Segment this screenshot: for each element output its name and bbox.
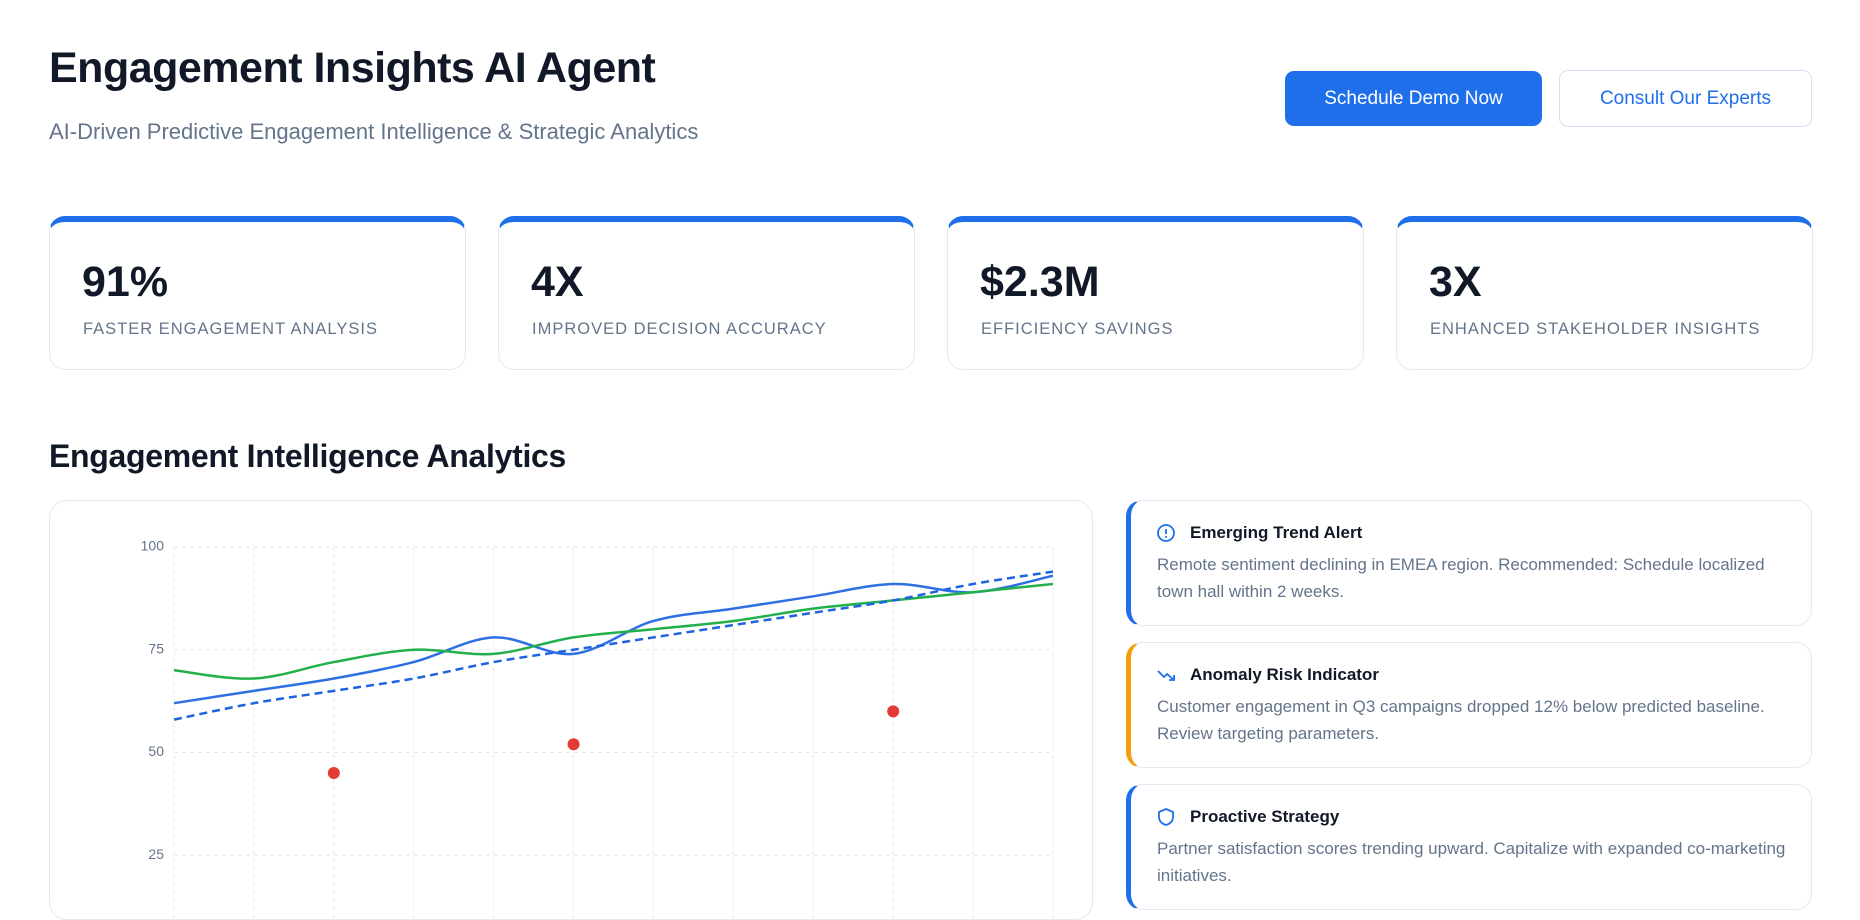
schedule-button[interactable]: Schedule Demo Now <box>1285 71 1542 126</box>
insight-title: Proactive Strategy <box>1190 807 1340 826</box>
series-line <box>173 582 1054 680</box>
insight-text: Customer engagement in Q3 campaigns drop… <box>1157 697 1765 743</box>
section-title: Engagement Intelligence Analytics <box>49 438 567 474</box>
insight-title: Emerging Trend Alert <box>1190 523 1363 542</box>
y-tick-label: 100 <box>141 538 165 554</box>
stat-value: 91% <box>82 258 169 306</box>
anomaly-point <box>567 738 580 751</box>
stat-value: $2.3M <box>980 258 1100 306</box>
stat-label: IMPROVED DECISION ACCURACY <box>532 320 827 338</box>
subtitle: AI-Driven Predictive Engagement Intellig… <box>49 119 699 144</box>
page-title: Engagement Insights AI Agent <box>49 44 656 92</box>
stat-value: 3X <box>1429 258 1482 306</box>
stat-value: 4X <box>531 258 584 306</box>
insight-icon <box>1157 670 1175 681</box>
series-line <box>173 574 1054 705</box>
stat-label: ENHANCED STAKEHOLDER INSIGHTS <box>1430 320 1761 338</box>
insight-icon <box>1157 524 1175 542</box>
insight-card: Proactive Strategy Partner satisfaction s… <box>1126 784 1812 910</box>
stat-card: 4X IMPROVED DECISION ACCURACY <box>498 216 915 370</box>
y-tick-label: 75 <box>148 640 164 656</box>
insight-icon <box>1158 808 1174 826</box>
insight-text: Partner satisfaction scores trending upw… <box>1157 839 1786 885</box>
stat-label: FASTER ENGAGEMENT ANALYSIS <box>83 320 378 338</box>
stat-card: 91% FASTER ENGAGEMENT ANALYSIS <box>49 216 466 370</box>
y-tick-label: 25 <box>148 846 164 862</box>
chart-card: 25 50 75 100 <box>49 500 1093 920</box>
y-tick-label: 50 <box>148 743 164 759</box>
anomaly-point <box>327 767 340 780</box>
insight-text: Remote sentiment declining in EMEA regio… <box>1157 555 1765 601</box>
stat-label: EFFICIENCY SAVINGS <box>981 320 1174 338</box>
anomaly-point <box>887 705 900 718</box>
insight-card: Emerging Trend Alert Remote sentiment dec… <box>1126 500 1812 626</box>
insight-title: Anomaly Risk Indicator <box>1190 665 1379 684</box>
trend-line <box>173 570 1054 721</box>
stat-card: 3X ENHANCED STAKEHOLDER INSIGHTS <box>1396 216 1813 370</box>
insight-card: Anomaly Risk Indicator Customer engagemen… <box>1126 642 1812 768</box>
stat-card: $2.3M EFFICIENCY SAVINGS <box>947 216 1364 370</box>
consult-button[interactable]: Consult Our Experts <box>1559 70 1812 127</box>
page: Engagement Insights AI Agent AI-Driven P… <box>49 44 1813 920</box>
chart: 25 50 75 100 <box>141 538 1054 919</box>
